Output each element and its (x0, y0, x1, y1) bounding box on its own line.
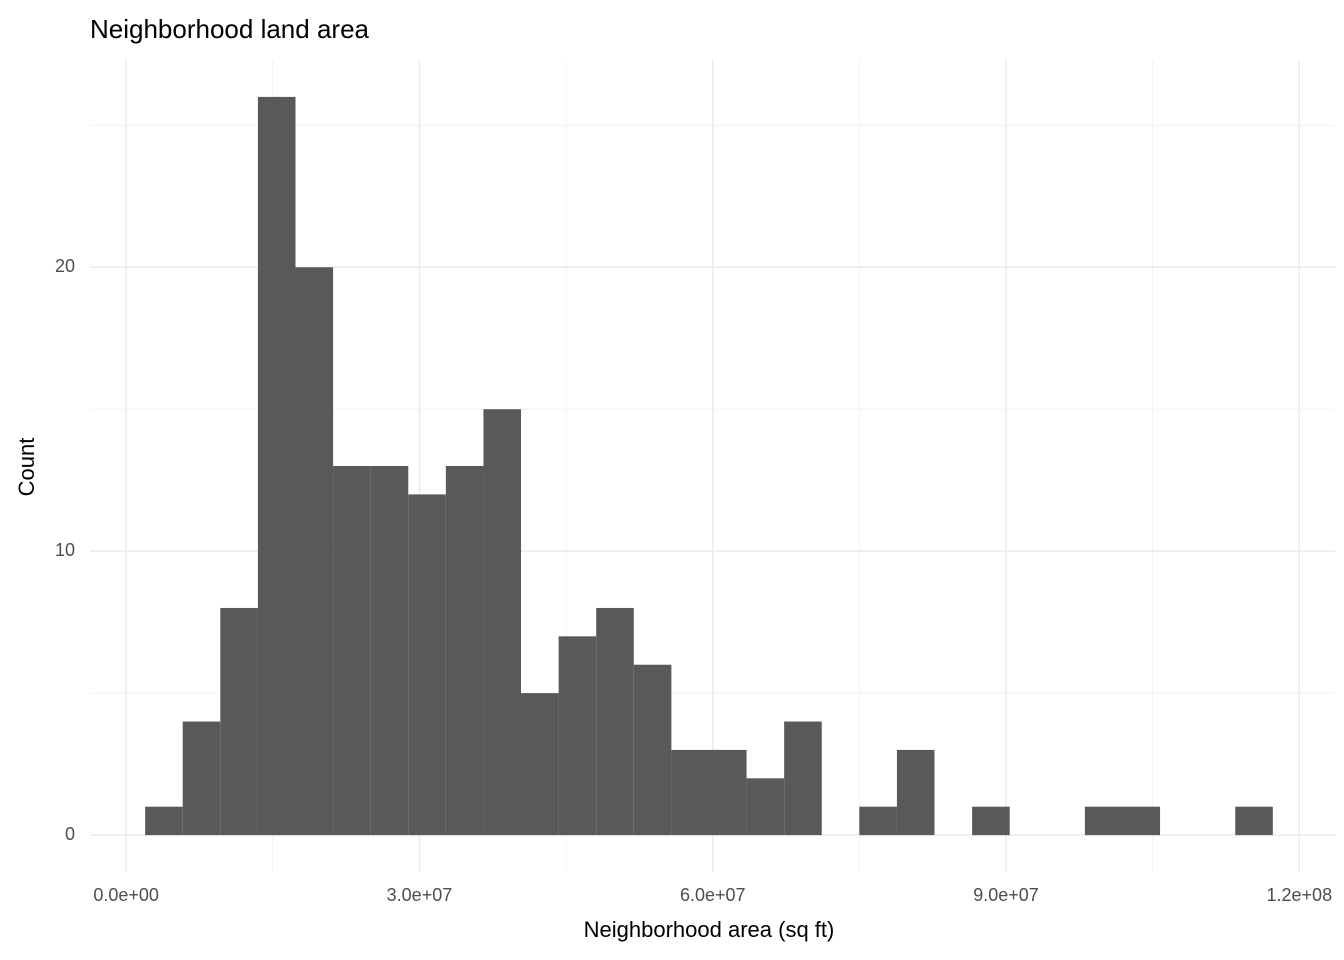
bar (633, 664, 672, 836)
y-tick-label: 10 (55, 540, 75, 560)
grid (90, 60, 1335, 872)
bar (521, 693, 559, 836)
bar (708, 749, 747, 836)
x-tick-label: 3.0e+07 (387, 885, 453, 905)
bar (558, 636, 597, 836)
bar (1235, 806, 1273, 836)
bar (333, 466, 371, 836)
bars (145, 96, 1273, 836)
bar (182, 721, 221, 836)
x-tick-label: 1.2e+08 (1267, 885, 1333, 905)
chart-title: Neighborhood land area (90, 14, 370, 44)
y-tick-label: 20 (55, 256, 75, 276)
bar (746, 778, 785, 836)
bar (972, 806, 1010, 836)
y-axis-title: Count (14, 438, 39, 497)
bar (220, 607, 258, 836)
x-axis-title: Neighborhood area (sq ft) (584, 917, 835, 942)
bar (1122, 806, 1161, 836)
y-tick-label: 0 (65, 824, 75, 844)
bar (671, 749, 709, 836)
bar (370, 466, 409, 836)
bar (896, 749, 935, 836)
bar (1084, 806, 1123, 836)
bar (784, 721, 822, 836)
x-tick-label: 6.0e+07 (680, 885, 746, 905)
bar (483, 409, 522, 836)
bar (408, 494, 446, 836)
x-tick-label: 0.0e+00 (93, 885, 159, 905)
bar (596, 607, 634, 836)
bar (859, 806, 897, 836)
bar (257, 96, 296, 836)
x-tick-label: 9.0e+07 (973, 885, 1039, 905)
bar (445, 466, 484, 836)
bar (145, 806, 183, 836)
bar (295, 267, 334, 836)
